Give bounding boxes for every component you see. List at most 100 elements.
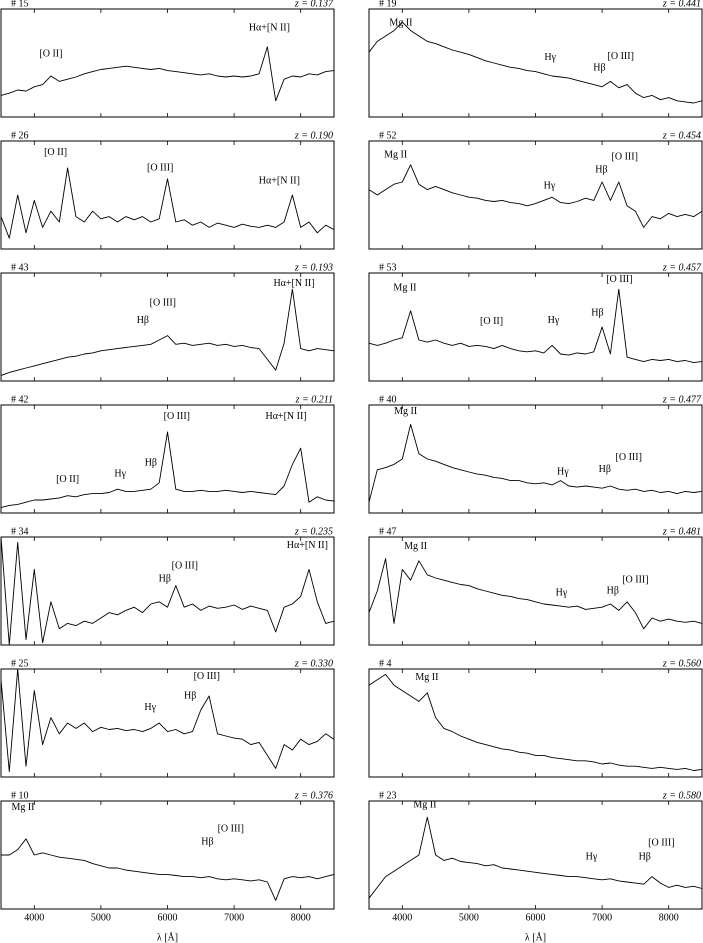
panel-frame <box>368 668 703 778</box>
redshift-label: z = 0.580 <box>662 790 701 801</box>
panel-frame <box>368 8 703 118</box>
line-label: Hα+[N II] <box>273 278 314 289</box>
line-label: [O III] <box>172 560 198 571</box>
spectrum <box>368 558 703 630</box>
line-label: Hγ <box>114 468 126 479</box>
line-label: Hβ <box>593 63 605 74</box>
panel-id: # 23 <box>379 790 397 801</box>
spectrum <box>1 838 335 901</box>
redshift-label: z = 0.190 <box>294 130 333 141</box>
panel-id: # 26 <box>11 130 29 141</box>
spectrum <box>368 164 703 228</box>
panel-id: # 10 <box>11 790 29 801</box>
x-tick-label: 7000 <box>592 912 612 923</box>
redshift-label: z = 0.330 <box>294 658 333 669</box>
panel-id: # 4 <box>379 658 392 669</box>
x-axis-label: λ [Å] <box>157 931 178 943</box>
line-label: Hγ <box>144 702 156 713</box>
line-label: [O II] <box>56 474 79 485</box>
spectrum <box>0 288 335 377</box>
line-label: [O II] <box>44 147 67 158</box>
line-label: [O II] <box>39 49 62 60</box>
panel-id: # 53 <box>379 262 397 273</box>
panel-frame <box>368 272 703 382</box>
panel-frame <box>0 272 335 382</box>
redshift-label: z = 0.560 <box>662 658 701 669</box>
panel-id: # 42 <box>11 394 29 405</box>
line-label: [O III] <box>147 162 173 173</box>
line-label: Mg II <box>389 17 412 28</box>
line-label: Mg II <box>394 406 417 417</box>
line-label: Hγ <box>557 466 569 477</box>
x-tick-label: 6000 <box>526 912 546 923</box>
line-label: Hβ <box>591 307 603 318</box>
line-label: Hα+[N II] <box>259 175 300 186</box>
x-tick-label: 8000 <box>291 912 311 923</box>
panel-id: # 52 <box>379 130 397 141</box>
line-label: Hβ <box>599 464 611 475</box>
panel-frame <box>368 536 703 646</box>
redshift-label: z = 0.376 <box>294 790 333 801</box>
line-label: [O III] <box>622 574 648 585</box>
panel-id: # 40 <box>379 394 397 405</box>
line-label: Hγ <box>544 52 556 63</box>
x-tick-label: 7000 <box>224 912 244 923</box>
panel-frame <box>368 140 703 250</box>
line-label: Hα+[N II] <box>287 540 328 551</box>
panel-frame <box>368 404 703 514</box>
x-tick-label: 5000 <box>459 912 479 923</box>
spectrum <box>0 46 335 102</box>
panel-frame <box>0 536 335 646</box>
panel-id: # 34 <box>11 526 29 537</box>
redshift-label: z = 0.481 <box>662 526 701 537</box>
line-label: Hγ <box>544 181 556 192</box>
redshift-label: z = 0.477 <box>662 394 702 405</box>
panel-id: # 25 <box>11 658 29 669</box>
line-label: Hγ <box>548 315 560 326</box>
line-label: [O III] <box>612 151 638 162</box>
redshift-label: z = 0.137 <box>294 0 334 9</box>
spectrum <box>368 673 703 771</box>
redshift-label: z = 0.441 <box>662 0 701 9</box>
line-label: Mg II <box>415 672 438 683</box>
panel-id: # 19 <box>379 0 397 9</box>
redshift-label: z = 0.193 <box>294 262 333 273</box>
line-label: [O II] <box>480 316 503 327</box>
line-label: Hγ <box>556 587 568 598</box>
line-label: Mg II <box>11 802 34 813</box>
line-label: [O III] <box>164 411 190 422</box>
spectrum <box>0 431 335 509</box>
panel-id: # 43 <box>11 262 29 273</box>
spectrum <box>368 816 703 899</box>
x-tick-label: 5000 <box>91 912 111 923</box>
line-label: Hβ <box>607 585 619 596</box>
panel-id: # 47 <box>379 526 397 537</box>
line-label: Mg II <box>384 149 407 160</box>
spectrum <box>368 21 703 104</box>
line-label: Hβ <box>639 851 651 862</box>
spectrum <box>0 167 335 239</box>
x-tick-label: 8000 <box>659 912 679 923</box>
line-label: Hβ <box>184 690 196 701</box>
line-label: [O III] <box>194 671 220 682</box>
x-tick-label: 4000 <box>392 912 412 923</box>
line-label: Hα+[N II] <box>249 23 290 34</box>
panel-frame <box>0 668 335 778</box>
line-label: [O III] <box>606 274 632 285</box>
line-label: Hβ <box>159 573 171 584</box>
line-label: Hβ <box>137 315 149 326</box>
spectrum <box>0 668 335 773</box>
line-label: [O III] <box>648 837 674 848</box>
line-label: Hβ <box>201 836 213 847</box>
x-tick-label: 6000 <box>158 912 178 923</box>
x-axis-label: λ [Å] <box>525 931 546 943</box>
line-label: [O III] <box>150 298 176 309</box>
spectrum <box>368 288 703 364</box>
line-label: Mg II <box>404 541 427 552</box>
line-label: [O III] <box>616 452 642 463</box>
line-label: [O III] <box>608 51 634 62</box>
panel-id: # 15 <box>11 0 29 9</box>
line-label: Mg II <box>393 282 416 293</box>
line-label: Hβ <box>145 458 157 469</box>
